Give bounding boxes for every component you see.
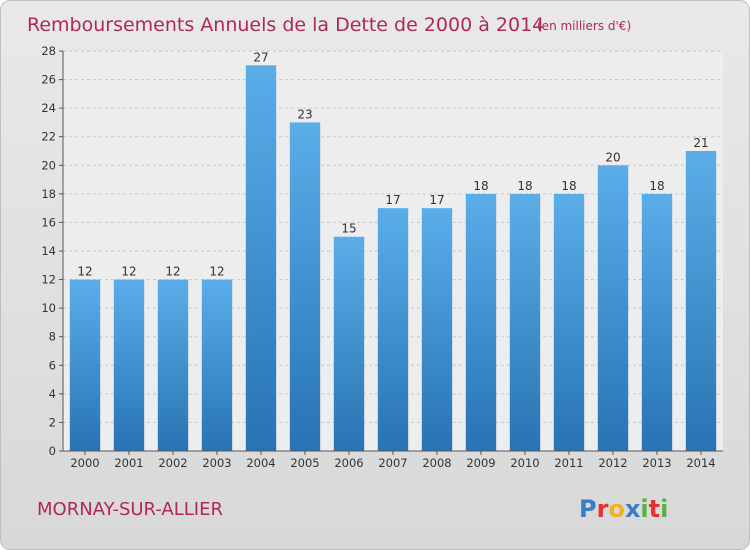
- bar-value-label: 15: [341, 222, 356, 236]
- y-tick-label: 28: [41, 44, 56, 58]
- bar: [465, 193, 497, 451]
- x-tick-label: 2011: [554, 456, 583, 470]
- chart-title: Remboursements Annuels de la Dette de 20…: [27, 14, 544, 36]
- bar: [69, 279, 101, 451]
- x-tick-label: 2000: [70, 456, 99, 470]
- bar-value-label: 18: [561, 179, 576, 193]
- bar: [641, 193, 673, 451]
- bar: [509, 193, 541, 451]
- commune-name: MORNAY-SUR-ALLIER: [37, 499, 223, 520]
- logo-letter: i: [640, 495, 648, 523]
- bar: [245, 65, 277, 452]
- y-tick-label: 24: [41, 101, 56, 115]
- logo-letter: i: [660, 495, 668, 523]
- y-tick-label: 10: [41, 301, 56, 315]
- bar-value-label: 27: [253, 50, 268, 64]
- x-tick-label: 2014: [686, 456, 715, 470]
- y-tick-label: 14: [41, 244, 56, 258]
- chart-unit-note: (en milliers d'€): [537, 19, 631, 33]
- x-tick-label: 2004: [246, 456, 275, 470]
- bar: [289, 122, 321, 451]
- y-tick-label: 8: [49, 330, 56, 344]
- bar: [201, 279, 233, 451]
- y-tick-label: 22: [41, 130, 56, 144]
- bar-value-label: 12: [77, 265, 92, 279]
- bar-value-label: 12: [165, 265, 180, 279]
- y-tick-label: 6: [49, 358, 56, 372]
- x-tick-label: 2013: [642, 456, 671, 470]
- y-tick-label: 20: [41, 158, 56, 172]
- bar-layer: 12 12 12 12 27 23 15 17 17 18 18 18 20 18 21: [69, 50, 717, 452]
- bar-value-label: 17: [429, 193, 444, 207]
- bar: [597, 165, 629, 452]
- x-tick-label: 2008: [422, 456, 451, 470]
- bar-value-label: 21: [693, 136, 708, 150]
- bar: [421, 208, 453, 451]
- y-tick-label: 12: [41, 273, 56, 287]
- bar: [333, 236, 365, 451]
- x-tick-label: 2003: [202, 456, 231, 470]
- y-tick-label: 2: [49, 415, 56, 429]
- bar: [685, 151, 717, 451]
- logo-letter: t: [649, 495, 660, 523]
- x-tick-label: 2007: [378, 456, 407, 470]
- x-tick-label: 2010: [510, 456, 539, 470]
- logo-letter: o: [608, 495, 625, 523]
- bar-value-label: 18: [517, 179, 532, 193]
- logo-letter: r: [597, 495, 609, 523]
- y-tick-label: 18: [41, 187, 56, 201]
- bar-value-label: 12: [121, 265, 136, 279]
- x-tick-label: 2001: [114, 456, 143, 470]
- bar-value-label: 20: [605, 150, 620, 164]
- bar: [553, 193, 585, 451]
- logo-letter: P: [579, 495, 597, 523]
- bar-value-label: 17: [385, 193, 400, 207]
- x-tick-label: 2005: [290, 456, 319, 470]
- bar-value-label: 18: [473, 179, 488, 193]
- x-tick-label: 2012: [598, 456, 627, 470]
- proxiti-logo: Proxiti: [579, 495, 668, 523]
- logo-letter: x: [625, 495, 641, 523]
- bar: [377, 208, 409, 451]
- y-tick-label: 4: [49, 387, 56, 401]
- x-tick-label: 2002: [158, 456, 187, 470]
- x-tick-label: 2009: [466, 456, 495, 470]
- bar-value-label: 18: [649, 179, 664, 193]
- y-tick-label: 0: [49, 444, 56, 458]
- y-tick-label: 16: [41, 215, 56, 229]
- bar-value-label: 12: [209, 265, 224, 279]
- bar: [113, 279, 145, 451]
- bar: [157, 279, 189, 451]
- y-tick-label: 26: [41, 73, 56, 87]
- x-tick-label: 2006: [334, 456, 363, 470]
- bar-value-label: 23: [297, 107, 312, 121]
